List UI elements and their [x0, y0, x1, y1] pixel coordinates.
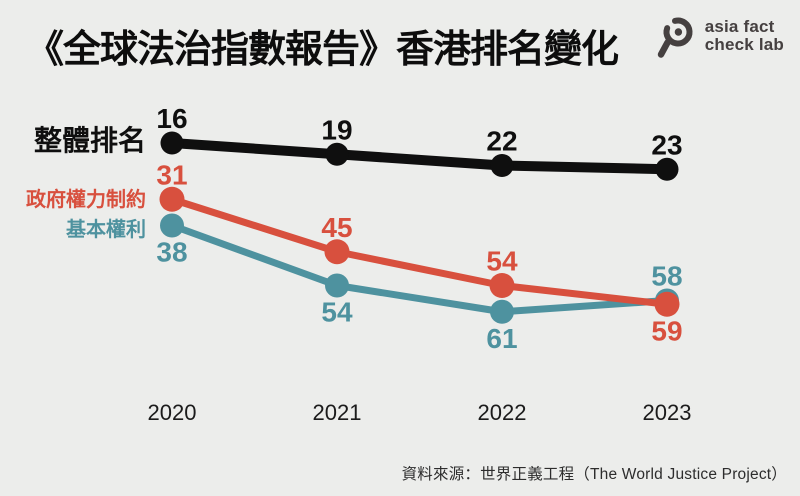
data-point-0-0 [160, 131, 184, 155]
series-line-0 [167, 138, 672, 175]
data-point-1-1 [324, 239, 350, 265]
value-label-2-1: 54 [321, 297, 353, 328]
series-name-label-2: 基本權利 [66, 217, 146, 241]
value-label-1-3: 59 [651, 315, 682, 346]
value-label-0-3: 23 [651, 129, 682, 160]
x-tick-label-0: 2020 [148, 400, 197, 425]
magnifier-icon [657, 17, 693, 58]
value-label-1-2: 54 [486, 246, 518, 277]
x-tick-label-2: 2022 [478, 400, 527, 425]
data-point-2-0 [160, 213, 184, 238]
logo-wordmark: asia fact check lab [704, 17, 784, 55]
source-note: 資料來源：世界正義工程（The World Justice Project） [401, 466, 787, 483]
data-point-0-1 [325, 142, 349, 166]
series-line-2 [168, 222, 671, 316]
logo-text-line1: asia fact [704, 17, 775, 36]
value-label-2-2: 61 [486, 323, 517, 354]
value-label-2-0: 38 [156, 237, 187, 268]
value-label-0-2: 22 [486, 126, 517, 157]
data-point-1-0 [159, 186, 185, 212]
data-point-2-1 [325, 273, 349, 298]
data-point-1-3 [654, 291, 680, 317]
value-label-1-0: 31 [156, 159, 187, 190]
data-point-0-2 [490, 154, 514, 177]
page-title: 《全球法治指數報告》香港排名變化 [26, 29, 619, 71]
value-label-2-3: 58 [651, 261, 682, 292]
series-name-label-1: 政府權力制約 [26, 187, 146, 211]
value-label-0-1: 19 [321, 114, 352, 145]
x-tick-label-1: 2021 [313, 400, 362, 425]
series-name-label-0: 整體排名 [34, 125, 146, 156]
data-point-2-2 [490, 299, 514, 324]
logo-text-line2: check lab [704, 35, 784, 55]
logo: asia fact check lab [654, 13, 784, 63]
x-tick-label-3: 2023 [643, 400, 692, 425]
value-label-0-0: 16 [156, 103, 187, 134]
series-line-1 [168, 195, 671, 308]
value-label-1-1: 45 [321, 212, 352, 243]
data-point-1-2 [489, 273, 515, 298]
data-point-0-3 [655, 157, 679, 181]
